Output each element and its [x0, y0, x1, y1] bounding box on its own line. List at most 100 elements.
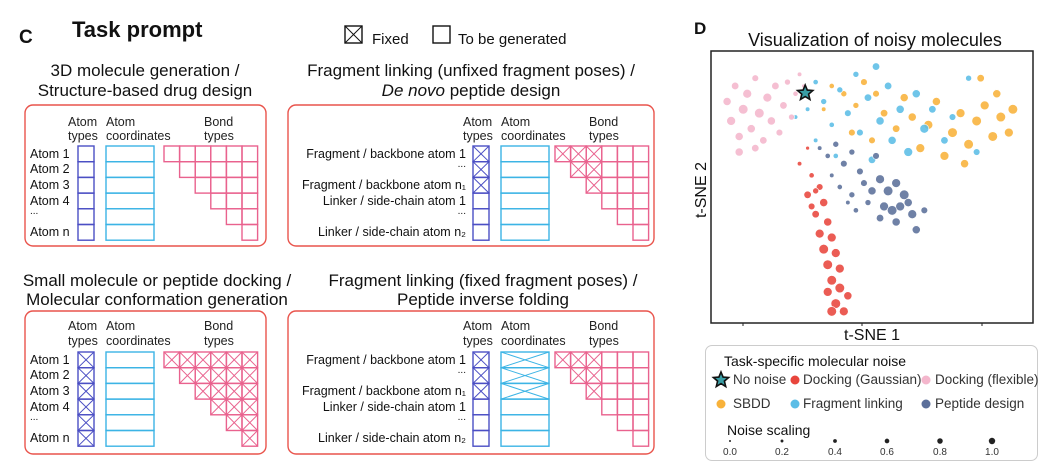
- bond-type-cell: [241, 429, 259, 447]
- cell-box: [632, 145, 650, 163]
- cell-box: [632, 414, 650, 432]
- cell-box: [601, 351, 619, 369]
- coordinate-cell: [500, 351, 550, 369]
- cross-line: [500, 351, 550, 369]
- bond-type-cell: [225, 160, 243, 179]
- title-text: Peptide inverse folding: [396, 290, 570, 309]
- cell-box: [241, 429, 259, 447]
- row-label: ...: [457, 411, 466, 423]
- scatter-point: [843, 291, 853, 301]
- cell-box: [601, 192, 619, 210]
- scatter-point: [852, 71, 860, 78]
- task-panel-title: 3D molecule generation /: [50, 62, 239, 79]
- column-header-atom-types: types: [463, 129, 493, 143]
- bond-type-cell: [241, 192, 259, 210]
- bond-type-cell: [225, 351, 243, 369]
- cell-box: [500, 192, 550, 210]
- scatter-point: [907, 209, 917, 219]
- bond-type-cell: [194, 351, 212, 369]
- bond-type-cell: [632, 192, 650, 210]
- cell-box: [225, 145, 243, 163]
- bond-type-cell: [569, 160, 587, 179]
- coordinate-cell: [105, 176, 155, 194]
- bond-type-cell: [225, 145, 243, 163]
- atom-type-cell: [77, 382, 95, 400]
- cross-line: [570, 367, 587, 384]
- cell-box: [225, 192, 243, 210]
- bond-type-cell: [210, 145, 228, 163]
- scatter-point: [995, 111, 1006, 123]
- cell-box: [500, 176, 550, 194]
- bond-type-cell: [601, 160, 619, 179]
- column-header-bond-types: Bond: [589, 115, 619, 129]
- cross-line: [226, 414, 243, 431]
- bond-type-cell: [241, 208, 259, 226]
- scatter-point: [826, 306, 837, 317]
- scatter-point: [814, 228, 825, 239]
- scatter-point: [805, 106, 811, 112]
- bond-type-cell: [225, 176, 243, 194]
- row-label: Atom 3: [30, 383, 70, 398]
- task-panel-title: Peptide inverse folding: [397, 291, 569, 308]
- size-legend-dot: [884, 438, 890, 444]
- legend-sbdd: SBDD: [733, 396, 771, 411]
- task-panel-box: [287, 310, 655, 455]
- scatter-point: [892, 124, 901, 133]
- bond-type-cell: [616, 398, 634, 416]
- series-docking-flexible-: [722, 71, 806, 157]
- panel-label-c: C: [19, 27, 33, 48]
- scatter-point: [746, 124, 756, 134]
- cell-box: [616, 192, 634, 210]
- cell-box: [210, 176, 228, 194]
- cross-line: [570, 161, 587, 178]
- cell-box: [432, 25, 451, 44]
- row-label: Atom n: [30, 431, 70, 445]
- bond-type-cell: [601, 145, 619, 163]
- legend-fixed-label: Fixed: [372, 31, 409, 48]
- scatter-point: [947, 127, 958, 138]
- bond-type-cell: [632, 223, 650, 241]
- cross-line: [226, 351, 243, 369]
- cross-line: [241, 383, 258, 400]
- cross-line: [472, 177, 490, 194]
- cell-box: [241, 223, 259, 241]
- size-legend-dot: [780, 439, 784, 443]
- scatter-point: [812, 79, 819, 86]
- scatter-point: [751, 144, 760, 153]
- bond-type-cell: [210, 192, 228, 210]
- atom-type-cell: [472, 160, 490, 179]
- scatter-point: [731, 81, 740, 90]
- cell-box: [500, 398, 550, 416]
- bond-type-cell: [585, 176, 603, 194]
- coordinate-cell: [105, 398, 155, 416]
- column-header-coordinates: coordinates: [106, 129, 171, 143]
- legend-no-noise: No noise: [733, 372, 787, 387]
- cross-line: [179, 367, 196, 384]
- task-panel-title: Small molecule or peptide docking /: [23, 272, 291, 289]
- cell-box: [500, 208, 550, 226]
- task-panel-title: De novo peptide design: [382, 82, 561, 99]
- cross-line: [241, 351, 258, 369]
- scatter-point: [899, 93, 909, 103]
- atom-type-cell: [472, 398, 490, 416]
- scatter-point: [960, 159, 969, 169]
- cross-line: [77, 383, 95, 400]
- cell-box: [194, 160, 212, 179]
- bond-type-cell: [632, 176, 650, 194]
- bond-type-cell: [616, 176, 634, 194]
- scatter-point: [845, 199, 851, 206]
- size-legend-dot: [833, 439, 837, 443]
- cross-line: [210, 351, 227, 369]
- cell-box: [105, 145, 155, 163]
- atom-type-cell: [472, 208, 490, 226]
- cross-line: [472, 161, 490, 178]
- scatter-point: [940, 136, 949, 145]
- scatter-point: [826, 275, 837, 286]
- bond-type-cell: [632, 160, 650, 179]
- cell-box: [601, 382, 619, 400]
- column-header-bond-types: types: [204, 129, 234, 143]
- cross-line: [210, 398, 227, 416]
- panel-c-title: Task prompt: [72, 17, 203, 42]
- scatter-point: [771, 81, 780, 90]
- legend-fragment-linking: Fragment linking: [803, 396, 903, 411]
